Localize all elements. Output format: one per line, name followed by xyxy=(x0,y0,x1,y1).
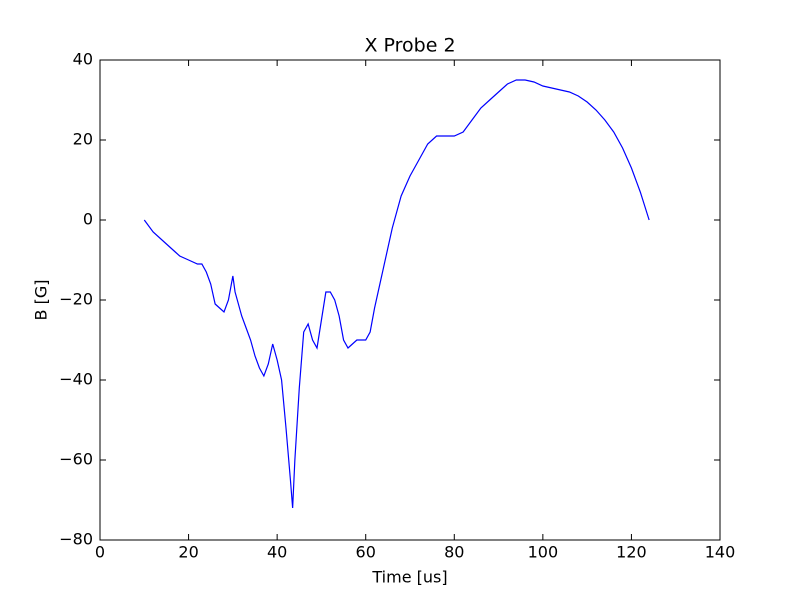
x-tick-label: 20 xyxy=(178,543,198,562)
y-tick-label: −60 xyxy=(59,450,93,469)
x-tick-label: 140 xyxy=(705,543,736,562)
x-tick-label: 80 xyxy=(444,543,464,562)
x-axis-label: Time [us] xyxy=(371,568,447,587)
x-tick-label: 0 xyxy=(95,543,105,562)
chart-title: X Probe 2 xyxy=(364,35,455,57)
data-line xyxy=(143,79,650,509)
y-tick-label: −80 xyxy=(59,530,93,549)
y-tick-label: 0 xyxy=(83,210,93,229)
y-tick-label: −40 xyxy=(59,370,93,389)
y-tick-label: −20 xyxy=(59,290,93,309)
x-tick-label: 100 xyxy=(528,543,559,562)
x-tick-label: 60 xyxy=(356,543,376,562)
x-tick-label: 120 xyxy=(616,543,647,562)
y-tick-label: 20 xyxy=(73,130,93,149)
x-tick-label: 40 xyxy=(267,543,287,562)
y-tick-label: 40 xyxy=(73,50,93,69)
y-axis-label: B [G] xyxy=(32,280,51,321)
